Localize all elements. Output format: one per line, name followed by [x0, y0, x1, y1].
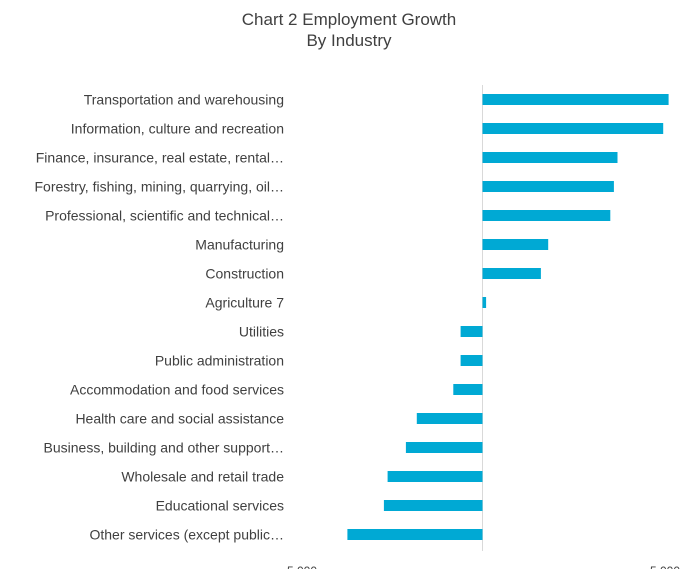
bar	[482, 152, 618, 163]
chart-title: Chart 2 Employment Growth	[241, 10, 457, 29]
category-label: Health care and social assistance	[75, 411, 284, 427]
bar	[482, 94, 669, 105]
category-label: Finance, insurance, real estate, rental…	[36, 150, 284, 166]
category-label: Wholesale and retail trade	[121, 469, 284, 485]
bar	[482, 210, 611, 221]
bar	[460, 355, 483, 366]
x-tick-label: -5.000	[283, 564, 317, 569]
bar	[482, 181, 614, 192]
category-label: Agriculture 7	[205, 295, 284, 311]
bar	[405, 442, 483, 453]
bar	[383, 500, 483, 511]
category-label: Other services (except public…	[89, 527, 284, 543]
category-label: Professional, scientific and technical…	[45, 208, 284, 224]
bar	[453, 384, 483, 395]
bar	[416, 413, 483, 424]
category-label: Accommodation and food services	[70, 382, 284, 398]
category-label: Transportation and warehousing	[84, 92, 284, 108]
category-label: Construction	[205, 266, 284, 282]
chart-subtitle: By Industry	[306, 31, 392, 50]
category-label: Manufacturing	[195, 237, 284, 253]
category-label: Information, culture and recreation	[71, 121, 284, 137]
bar	[460, 326, 483, 337]
bar	[347, 529, 483, 540]
category-label: Forestry, fishing, mining, quarrying, oi…	[35, 179, 285, 195]
category-label: Educational services	[156, 498, 284, 514]
category-label: Business, building and other support…	[44, 440, 284, 456]
category-label: Utilities	[239, 324, 284, 340]
bar	[482, 297, 487, 308]
bar	[387, 471, 483, 482]
bar	[482, 239, 549, 250]
category-label: Public administration	[155, 353, 284, 369]
bar	[482, 268, 541, 279]
x-tick-label: 5.000	[650, 564, 680, 569]
bar	[482, 123, 664, 134]
